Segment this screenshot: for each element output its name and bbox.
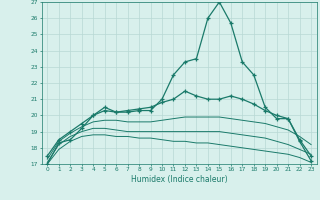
X-axis label: Humidex (Indice chaleur): Humidex (Indice chaleur): [131, 175, 228, 184]
